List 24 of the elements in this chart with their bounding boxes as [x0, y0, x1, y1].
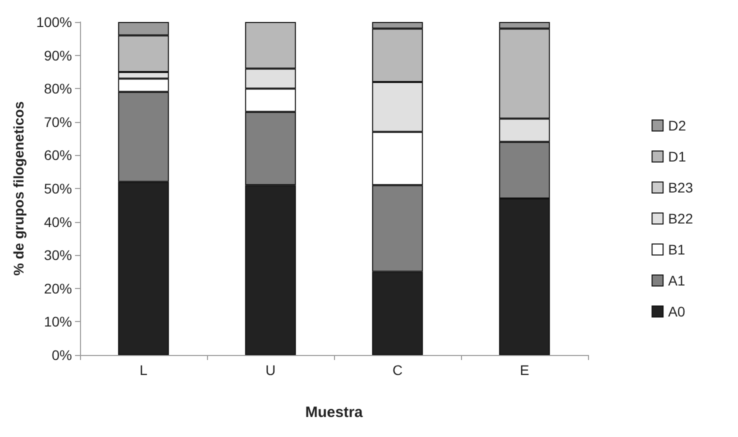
y-tick-label: 70%: [44, 114, 72, 130]
x-tick-label: L: [140, 362, 148, 378]
x-tick-label: C: [392, 362, 403, 378]
y-tick-label: 80%: [44, 80, 72, 97]
legend-label: A1: [668, 272, 686, 288]
y-tick-label: 0%: [52, 347, 72, 363]
y-tick-label: 40%: [44, 214, 72, 230]
legend-label: A0: [668, 304, 686, 320]
legend-label: B23: [668, 180, 694, 196]
y-tick-label: 20%: [44, 280, 72, 296]
y-tick-label: 30%: [44, 247, 72, 264]
legend-label: D2: [668, 118, 686, 134]
y-tick-label: 100%: [36, 14, 72, 30]
x-axis-title: Muestra: [305, 404, 364, 421]
legend-label: B22: [668, 210, 694, 226]
y-axis-title: % de grupos filogeneticos: [10, 101, 26, 276]
y-tick-label: 90%: [44, 47, 72, 64]
x-tick-label: U: [265, 362, 276, 378]
legend-label: B1: [668, 242, 686, 258]
y-tick-label: 10%: [44, 314, 72, 330]
x-tick-label: E: [520, 362, 530, 378]
legend-label: D1: [668, 148, 686, 164]
y-tick-label: 50%: [44, 180, 72, 196]
y-tick-label: 60%: [44, 147, 72, 164]
